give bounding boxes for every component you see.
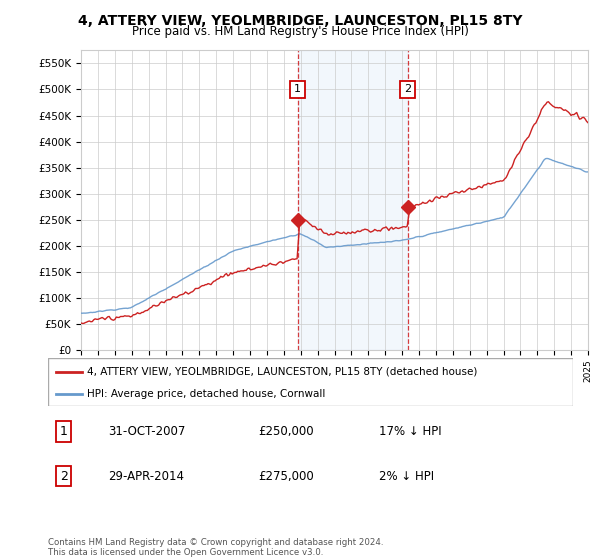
Text: 4, ATTERY VIEW, YEOLMBRIDGE, LAUNCESTON, PL15 8TY (detached house): 4, ATTERY VIEW, YEOLMBRIDGE, LAUNCESTON,…	[88, 367, 478, 377]
Text: 29-APR-2014: 29-APR-2014	[109, 470, 184, 483]
Text: 17% ↓ HPI: 17% ↓ HPI	[379, 425, 442, 438]
Text: £275,000: £275,000	[258, 470, 314, 483]
Text: 31-OCT-2007: 31-OCT-2007	[109, 425, 186, 438]
Text: Contains HM Land Registry data © Crown copyright and database right 2024.
This d: Contains HM Land Registry data © Crown c…	[48, 538, 383, 557]
Text: 1: 1	[295, 85, 301, 95]
Text: HPI: Average price, detached house, Cornwall: HPI: Average price, detached house, Corn…	[88, 389, 326, 399]
Text: 2: 2	[60, 470, 68, 483]
Text: 2: 2	[404, 85, 411, 95]
Text: 4, ATTERY VIEW, YEOLMBRIDGE, LAUNCESTON, PL15 8TY: 4, ATTERY VIEW, YEOLMBRIDGE, LAUNCESTON,…	[78, 14, 522, 28]
Text: 1: 1	[60, 425, 68, 438]
Bar	[298, 50, 407, 350]
Text: 2% ↓ HPI: 2% ↓ HPI	[379, 470, 434, 483]
Text: Price paid vs. HM Land Registry's House Price Index (HPI): Price paid vs. HM Land Registry's House …	[131, 25, 469, 38]
Text: £250,000: £250,000	[258, 425, 314, 438]
